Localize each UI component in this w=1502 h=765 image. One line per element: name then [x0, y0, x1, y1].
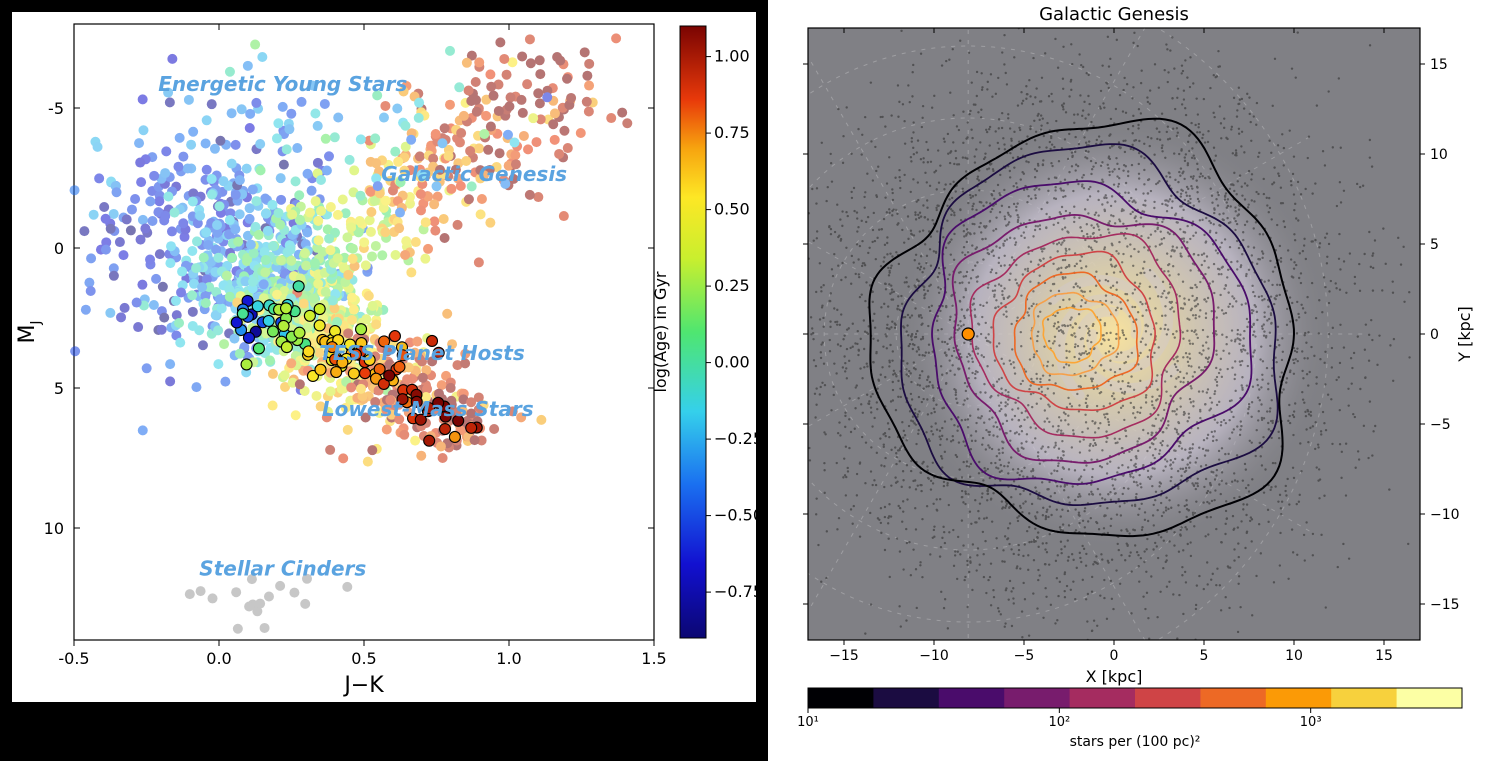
- left-plot-area: Energetic Young Stars Galactic Genesis TES…: [12, 12, 756, 702]
- svg-text:0.00: 0.00: [714, 353, 750, 372]
- colorbar-ticks: −0.75 −0.50 −0.25 0.00 0.25 0.50 0.75 1.00: [706, 47, 756, 602]
- svg-text:0.5: 0.5: [351, 649, 376, 668]
- left-panel-frame: Energetic Young Stars Galactic Genesis TES…: [0, 0, 768, 761]
- h-colorbar: 10¹10²10³: [797, 688, 1462, 730]
- svg-text:-0.5: -0.5: [58, 649, 89, 668]
- svg-text:0.25: 0.25: [714, 276, 750, 295]
- svg-text:1.0: 1.0: [496, 649, 521, 668]
- svg-text:0.50: 0.50: [714, 200, 750, 219]
- svg-text:5: 5: [54, 379, 64, 398]
- y-axis-label: MJ: [15, 321, 44, 344]
- sun-marker: [962, 328, 974, 340]
- svg-text:10: 10: [44, 519, 64, 538]
- svg-text:-5: -5: [48, 99, 64, 118]
- svg-text:1.00: 1.00: [714, 47, 750, 66]
- svg-text:−0.75: −0.75: [714, 582, 756, 601]
- svg-text:0: 0: [54, 239, 64, 258]
- annotation-label: Lowest-Mass Stars: [322, 397, 534, 421]
- annotation-label: TESS Planet Hosts: [319, 341, 525, 365]
- colorbar-label: log(Age) in Gyr: [651, 271, 670, 392]
- x-axis-label: J−K: [342, 673, 384, 698]
- cmd-scatter-chart: Energetic Young Stars Galactic Genesis TES…: [12, 12, 756, 702]
- svg-text:−0.50: −0.50: [714, 506, 756, 525]
- svg-text:0.0: 0.0: [206, 649, 231, 668]
- svg-text:−0.25: −0.25: [714, 429, 756, 448]
- annotation-label: Stellar Cinders: [199, 557, 366, 581]
- galactic-density-chart: Galactic Genesis−15−15−10−10−5−500551010…: [768, 0, 1502, 761]
- h-colorbar-label: stars per (100 pc)²: [1070, 734, 1201, 750]
- right-panel-frame: Galactic Genesis−15−15−10−10−5−500551010…: [768, 0, 1502, 761]
- annotation-label: Galactic Genesis: [381, 162, 567, 186]
- chart-title: Galactic Genesis: [1039, 4, 1189, 25]
- plot-content: [768, 0, 1420, 730]
- y-axis-label: Y [kpc]: [1455, 306, 1474, 363]
- colorbar: [680, 26, 706, 638]
- annotation-label: Energetic Young Stars: [158, 72, 407, 96]
- svg-text:1.5: 1.5: [641, 649, 666, 668]
- svg-text:0.75: 0.75: [714, 123, 750, 142]
- x-axis-label: X [kpc]: [1086, 667, 1143, 686]
